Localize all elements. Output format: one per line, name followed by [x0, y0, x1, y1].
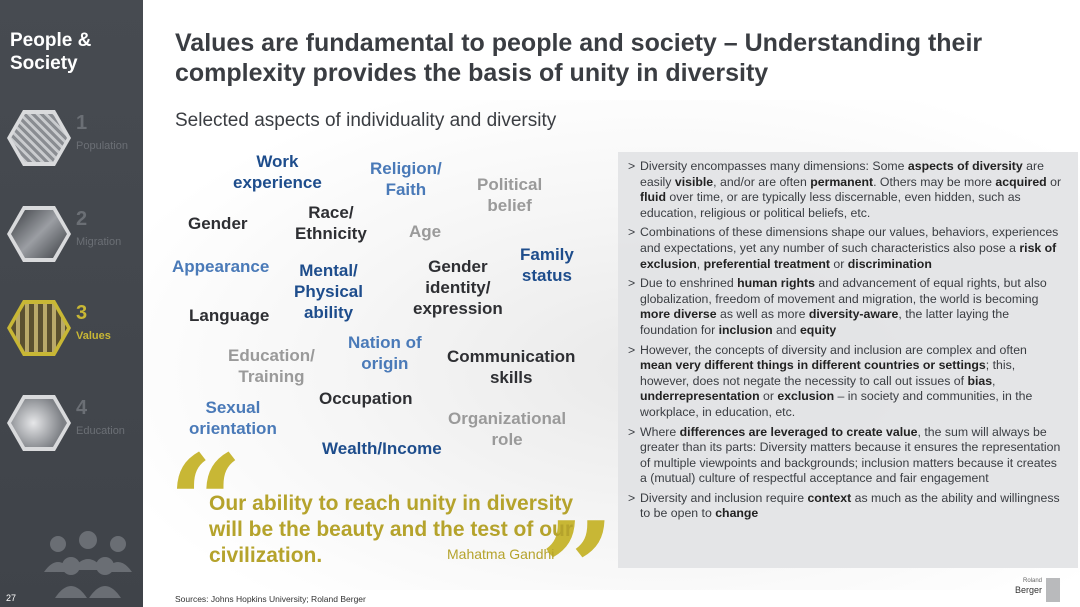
aspect-label: Political belief	[477, 175, 543, 215]
values-thumbnail-icon	[7, 300, 71, 356]
bullet-item: > Diversity and inclusion require context…	[628, 490, 1060, 521]
roland-berger-logo: Roland Berger	[1008, 578, 1060, 602]
quote-text: Our ability to reach unity in diversity …	[209, 492, 574, 567]
bullet-item: > However, the concepts of diversity and …	[628, 342, 1033, 419]
aspect-label: Race/Ethnicity	[295, 203, 367, 243]
logo-b-mark-icon	[1046, 578, 1060, 602]
aspect-label: Appearance	[172, 257, 270, 276]
aspect-label: Gender	[188, 214, 248, 233]
sidebar-item-number: 1	[76, 112, 88, 134]
sidebar-item-values[interactable]: 3 Values	[0, 300, 143, 380]
education-thumbnail-icon	[7, 395, 71, 451]
aspect-label: Language	[189, 306, 270, 325]
bullet-marker: >	[628, 342, 636, 357]
sidebar-item-number: 4	[76, 397, 88, 419]
sidebar-item-number: 3	[76, 302, 88, 324]
aspect-label: Religion/Faith	[370, 159, 442, 199]
migration-thumbnail-icon	[7, 206, 71, 262]
sidebar-item-migration[interactable]: 2 Migration	[0, 206, 143, 286]
sidebar-item-label: Population	[76, 140, 128, 152]
aspect-label: Communication skills	[447, 347, 576, 387]
bullet-marker: >	[628, 225, 636, 240]
explanation-panel: > Diversity encompasses many dimensions: …	[618, 152, 1078, 568]
page-title: Values are fundamental to people and soc…	[175, 29, 983, 87]
bullet-marker: >	[628, 490, 636, 505]
aspect-label: Education/Training	[228, 346, 315, 386]
sidebar-item-label: Education	[76, 425, 125, 437]
sidebar-item-number: 2	[76, 208, 88, 230]
bullet-marker: >	[628, 424, 636, 439]
bullet-item: > Where differences are leveraged to crea…	[628, 424, 1061, 486]
sidebar-item-label: Values	[76, 330, 111, 342]
aspect-label: Mental/Physical ability	[294, 261, 363, 322]
bullet-item: > Diversity encompasses many dimensions: …	[628, 159, 1062, 220]
sidebar-item-education[interactable]: 4 Education	[0, 395, 143, 475]
sources-note: Sources: Johns Hopkins University; Rolan…	[175, 594, 366, 604]
quote-author: Mahatma Gandhi	[447, 546, 555, 562]
sidebar-item-label: Migration	[76, 236, 122, 248]
sidebar-title: People & Society	[10, 30, 92, 74]
aspect-label: Occupation	[319, 389, 413, 408]
logo-main-text: Berger	[1014, 585, 1042, 595]
sidebar: People & Society 1 Population 2 Migratio…	[0, 0, 143, 607]
aspect-label: Family status	[520, 245, 574, 285]
aspect-label: Organizational role	[448, 409, 567, 449]
aspect-label: Sexual orientation	[189, 398, 277, 438]
page-subtitle: Selected aspects of individuality and di…	[175, 110, 557, 131]
aspect-label: Age	[409, 222, 442, 241]
people-group-icon	[44, 531, 132, 598]
aspect-label: Wealth/Income	[322, 439, 442, 458]
aspect-label: Work experience	[233, 152, 322, 192]
population-thumbnail-icon	[7, 110, 71, 166]
bullet-item: > Due to enshrined human rights and advan…	[628, 276, 1047, 337]
logo-small-text: Roland	[1022, 578, 1042, 584]
aspect-label: Nation of origin	[348, 333, 422, 373]
bullet-marker: >	[628, 276, 636, 291]
close-quote-icon: ”	[540, 493, 615, 607]
page-number: 27	[6, 593, 17, 603]
sidebar-item-population[interactable]: 1 Population	[0, 110, 143, 190]
aspect-label: Gender identity/expression	[413, 257, 503, 318]
bullet-marker: >	[628, 159, 636, 173]
open-quote-icon: “	[168, 426, 243, 579]
bullet-item: > Combinations of these dimensions shape …	[628, 225, 1059, 271]
